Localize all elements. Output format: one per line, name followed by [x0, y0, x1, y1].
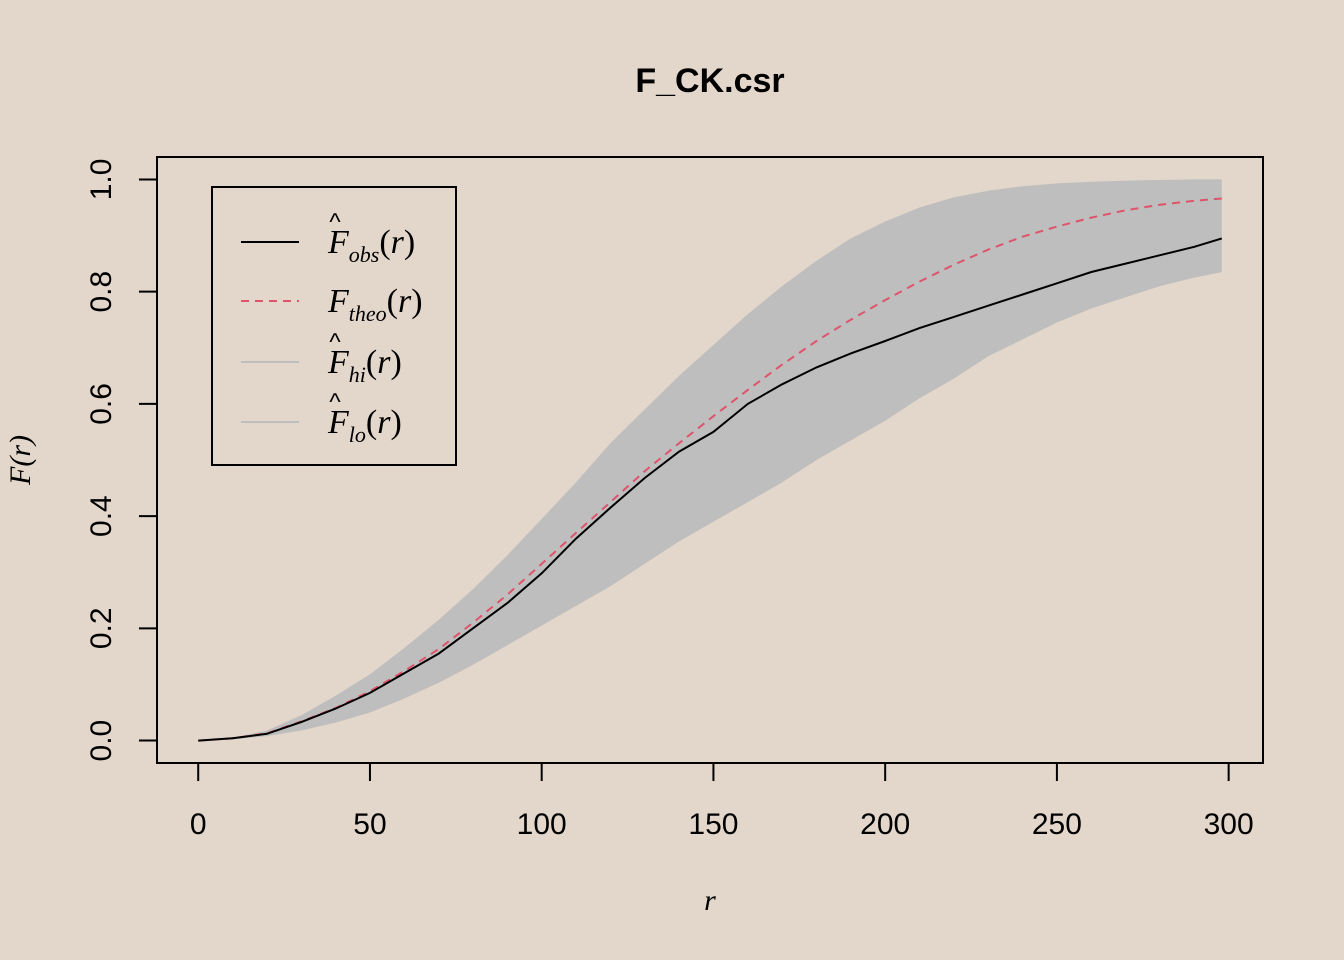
legend-hat-lo: ^	[329, 389, 341, 416]
y-tick-label: 0.2	[85, 607, 118, 649]
y-tick-label: 0.4	[85, 495, 118, 537]
legend-label-hi: Fhi(r)	[327, 344, 402, 387]
y-tick-label: 0.6	[85, 383, 118, 425]
series-lines	[198, 197, 1223, 742]
legend-box	[211, 186, 457, 466]
envelope-band	[198, 179, 1222, 741]
y-axis-label: F(r)	[4, 435, 37, 486]
x-axis: 0 50 100 150 200 250 300	[190, 762, 1254, 841]
y-tick-label: 1.0	[85, 159, 118, 201]
legend-label-lo: Flo(r)	[327, 404, 402, 447]
x-tick-label: 200	[860, 808, 910, 841]
x-tick-label: 50	[353, 808, 386, 841]
x-axis-label: r	[704, 884, 716, 917]
legend-hat-obs: ^	[329, 209, 341, 236]
series-line-obs	[198, 237, 1223, 742]
series-line-theo	[198, 197, 1222, 742]
legend-label-theo: Ftheo(r)	[327, 283, 423, 326]
x-tick-label: 250	[1032, 808, 1082, 841]
legend-hat-hi: ^	[329, 329, 341, 356]
x-tick-label: 0	[190, 808, 207, 841]
envelope-area-hi-lo	[198, 179, 1222, 741]
y-tick-label: 0.0	[85, 720, 118, 762]
y-axis: 0.0 0.2 0.4 0.6 0.8 1.0	[85, 159, 158, 762]
legend: Fobs(r)^Ftheo(r)Fhi(r)^Flo(r)^	[211, 186, 457, 466]
chart-title: F_CK.csr	[635, 62, 784, 100]
x-tick-label: 100	[517, 808, 567, 841]
x-tick-label: 150	[688, 808, 738, 841]
x-tick-label: 300	[1204, 808, 1254, 841]
y-tick-label: 0.8	[85, 271, 118, 313]
legend-label-obs: Fobs(r)	[327, 224, 415, 267]
